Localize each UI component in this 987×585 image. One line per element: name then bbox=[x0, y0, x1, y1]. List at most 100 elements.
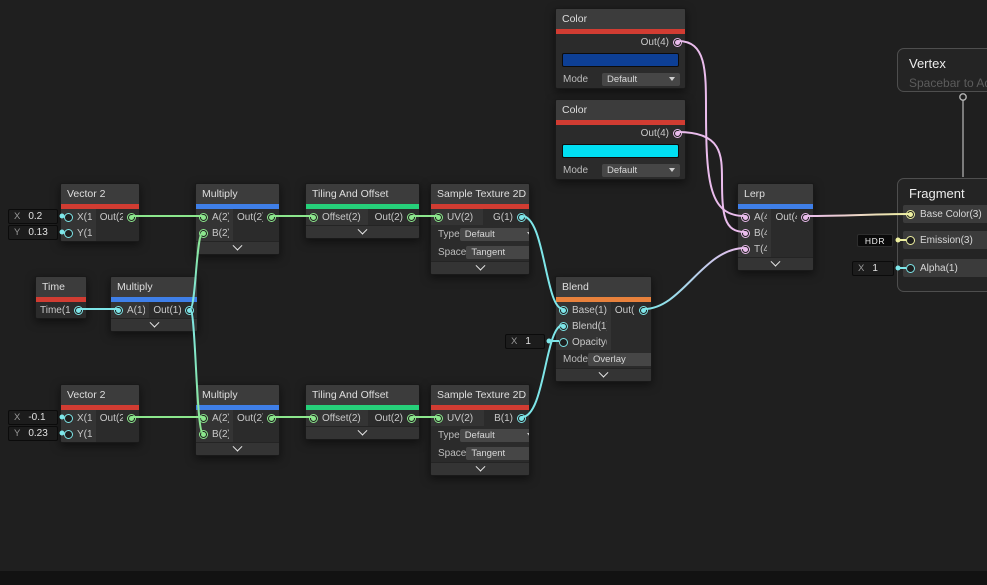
port-lerp-in-1[interactable] bbox=[741, 228, 750, 238]
expand-ports-button[interactable] bbox=[111, 317, 197, 331]
expand-ports-button[interactable] bbox=[556, 367, 651, 381]
node-title-tiling-1[interactable]: Tiling And Offset bbox=[306, 184, 419, 204]
wire-blend-to-lerp-t[interactable] bbox=[643, 247, 746, 310]
node-title-color-1[interactable]: Color bbox=[556, 9, 685, 29]
color-swatch[interactable] bbox=[562, 144, 679, 158]
dropdown-tex-2-1[interactable]: Tangent bbox=[466, 446, 529, 460]
stub-field-to-vector2a-x-dot[interactable] bbox=[59, 213, 65, 219]
node-tiling-2[interactable]: Tiling And Offset Offset(2) Out(2) bbox=[305, 384, 420, 440]
node-title-multiply-t[interactable]: Multiply bbox=[111, 277, 197, 297]
dropdown-row: Type Default bbox=[431, 225, 529, 243]
port-multiply-t-out-0[interactable] bbox=[185, 305, 194, 315]
expand-ports-button[interactable] bbox=[738, 256, 813, 270]
stub-field-to-fragment-alpha-dot[interactable] bbox=[895, 265, 901, 271]
node-tiling-1[interactable]: Tiling And Offset Offset(2) Out(2) bbox=[305, 183, 420, 239]
input-row: Offset(2) bbox=[306, 410, 368, 426]
node-title-time[interactable]: Time bbox=[36, 277, 86, 297]
node-vector2-b[interactable]: Vector 2 X(1) Y(1) Out(2) bbox=[60, 384, 140, 443]
wire-color2-to-lerp-b[interactable] bbox=[677, 131, 746, 233]
node-title-tex-2[interactable]: Sample Texture 2D bbox=[431, 385, 529, 405]
expand-ports-button[interactable] bbox=[196, 240, 279, 254]
dropdown-blend-0[interactable]: Overlay bbox=[588, 352, 651, 366]
port-blend-in-0[interactable] bbox=[559, 305, 568, 315]
block-fragment-1[interactable]: Emission(3) bbox=[903, 231, 987, 249]
node-title-multiply-1[interactable]: Multiply bbox=[196, 184, 279, 204]
node-multiply-2[interactable]: Multiply A(2) B(2) Out(2) bbox=[195, 384, 280, 456]
port-vector2-a-in-1[interactable] bbox=[64, 228, 73, 238]
expand-ports-button[interactable] bbox=[306, 425, 419, 439]
stub-field-to-vector2b-y-dot[interactable] bbox=[59, 430, 65, 436]
node-color-1[interactable]: Color Out(4) Mode Default bbox=[555, 8, 686, 89]
port-vector2-b-in-0[interactable] bbox=[64, 413, 73, 423]
port-tex-2-out-0[interactable] bbox=[517, 413, 526, 423]
node-title-blend[interactable]: Blend bbox=[556, 277, 651, 297]
field-vector2b-x[interactable]: X -0.1 bbox=[8, 410, 58, 425]
node-title-vector2-b[interactable]: Vector 2 bbox=[61, 385, 139, 405]
port-blend-out-0[interactable] bbox=[639, 305, 648, 315]
expand-ports-button[interactable] bbox=[306, 224, 419, 238]
wire-tex2-b-to-blend-blend[interactable] bbox=[521, 324, 564, 418]
node-blend[interactable]: Blend Base(1) Blend(1) Opacity(1) Out(1) Mode… bbox=[555, 276, 652, 382]
block-fragment-2[interactable]: Alpha(1) bbox=[903, 259, 987, 277]
node-multiply-1[interactable]: Multiply A(2) B(2) Out(2) bbox=[195, 183, 280, 255]
node-title-multiply-2[interactable]: Multiply bbox=[196, 385, 279, 405]
field-vector2a-x[interactable]: X 0.2 bbox=[8, 209, 58, 224]
node-multiply-t[interactable]: Multiply A(1) Out(1) bbox=[110, 276, 198, 332]
node-title-tex-1[interactable]: Sample Texture 2D bbox=[431, 184, 529, 204]
dropdown-color-2-0[interactable]: Default bbox=[602, 163, 680, 177]
node-tex-2[interactable]: Sample Texture 2D UV(2) B(1) Type Default Spa… bbox=[430, 384, 530, 476]
color-swatch[interactable] bbox=[562, 53, 679, 67]
stub-field-to-blend-opacity-dot[interactable] bbox=[546, 338, 552, 344]
wire-color1-to-lerp-a[interactable] bbox=[677, 40, 746, 217]
field-vector2b-y[interactable]: Y 0.23 bbox=[8, 426, 58, 441]
field-value: 0.13 bbox=[28, 227, 48, 238]
port-multiply-1-in-1[interactable] bbox=[199, 228, 208, 238]
node-lerp[interactable]: Lerp A(4) B(4) T(4) Out(4) bbox=[737, 183, 814, 271]
node-tex-1[interactable]: Sample Texture 2D UV(2) G(1) Type Default Spa… bbox=[430, 183, 530, 275]
port-multiply-2-in-1[interactable] bbox=[199, 429, 208, 439]
stub-field-to-vector2a-y-dot[interactable] bbox=[59, 229, 65, 235]
node-outputs: Out(1) bbox=[611, 302, 651, 318]
node-title-vector2-a[interactable]: Vector 2 bbox=[61, 184, 139, 204]
port-fragment-2[interactable] bbox=[906, 263, 915, 273]
port-lerp-out-0[interactable] bbox=[801, 212, 810, 222]
field-emission-hdr[interactable]: HDR bbox=[857, 234, 893, 247]
dropdown-tex-1-0[interactable]: Default bbox=[459, 227, 529, 241]
expand-ports-button[interactable] bbox=[431, 461, 529, 475]
dropdown-tex-1-1[interactable]: Tangent bbox=[466, 245, 529, 259]
port-vector2-a-in-0[interactable] bbox=[64, 212, 73, 222]
port-lerp-in-0[interactable] bbox=[741, 212, 750, 222]
wire-lerp-to-fragment-basecolor[interactable] bbox=[805, 213, 911, 217]
node-body: Offset(2) Out(2) bbox=[306, 410, 419, 426]
chevron-down-icon bbox=[357, 425, 368, 436]
dropdown-color-1-0[interactable]: Default bbox=[602, 72, 680, 86]
wire-multiplyt-to-multiply1-b[interactable] bbox=[189, 231, 204, 310]
field-vector2a-y[interactable]: Y 0.13 bbox=[8, 225, 58, 240]
field-value: 0.2 bbox=[28, 211, 43, 222]
expand-ports-button[interactable] bbox=[196, 441, 279, 455]
port-blend-in-2[interactable] bbox=[559, 337, 568, 347]
output-row: Out(4) bbox=[771, 209, 813, 225]
node-color-2[interactable]: Color Out(4) Mode Default bbox=[555, 99, 686, 180]
stub-hdr-to-emission-dot[interactable] bbox=[895, 237, 901, 243]
input-row: Base(1) bbox=[556, 302, 611, 318]
expand-ports-button[interactable] bbox=[431, 260, 529, 274]
node-title-tiling-2[interactable]: Tiling And Offset bbox=[306, 385, 419, 405]
dropdown-tex-2-0[interactable]: Default bbox=[459, 428, 529, 442]
context-vertex[interactable]: Vertex Spacebar to Add bbox=[897, 48, 987, 92]
node-title-lerp[interactable]: Lerp bbox=[738, 184, 813, 204]
port-fragment-1[interactable] bbox=[906, 235, 915, 245]
port-vector2-b-in-1[interactable] bbox=[64, 429, 73, 439]
node-vector2-a[interactable]: Vector 2 X(1) Y(1) Out(2) bbox=[60, 183, 140, 242]
wire-tex1-g-to-blend-base[interactable] bbox=[521, 215, 564, 310]
vertex-stack-connector[interactable] bbox=[959, 93, 967, 101]
node-title-color-2[interactable]: Color bbox=[556, 100, 685, 120]
wire-multiplyt-to-multiply2-b[interactable] bbox=[189, 308, 204, 434]
port-label: G(1) bbox=[493, 211, 513, 223]
stub-field-to-vector2b-x-dot[interactable] bbox=[59, 414, 65, 420]
block-fragment-0[interactable]: Base Color(3) bbox=[903, 205, 987, 223]
node-time[interactable]: Time Time(1) bbox=[35, 276, 87, 319]
